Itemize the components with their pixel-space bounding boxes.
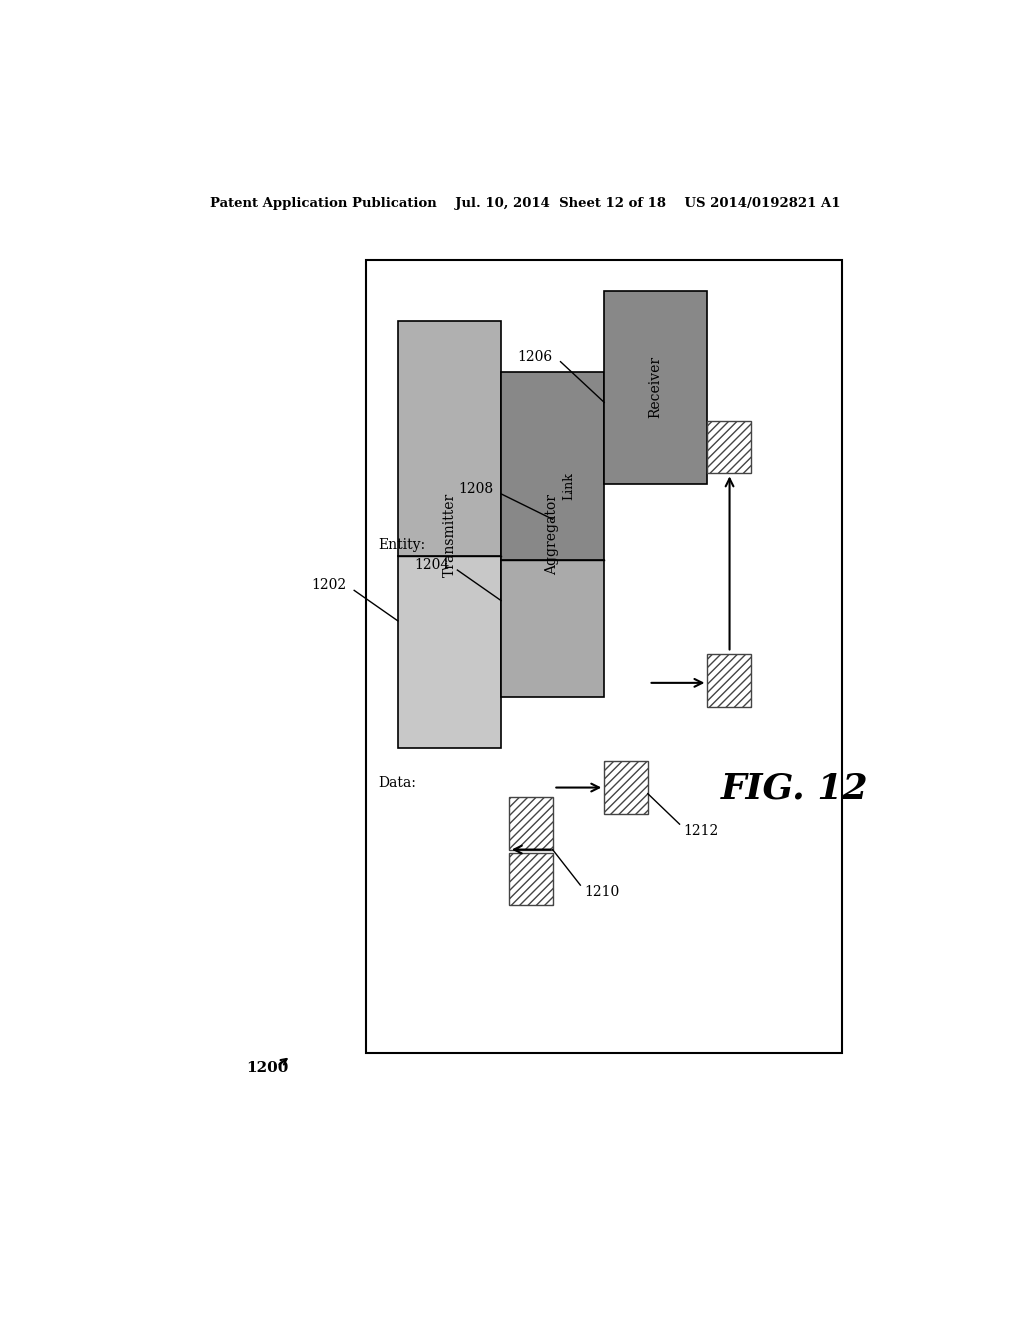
Bar xyxy=(509,853,553,906)
Bar xyxy=(708,421,751,474)
Text: Data:: Data: xyxy=(378,776,416,791)
Text: 1210: 1210 xyxy=(585,886,620,899)
Text: 1208: 1208 xyxy=(458,482,494,496)
Bar xyxy=(604,762,648,814)
Text: 1206: 1206 xyxy=(517,350,553,363)
Text: Aggregator: Aggregator xyxy=(546,494,559,576)
Text: FIG. 12: FIG. 12 xyxy=(721,772,868,805)
Bar xyxy=(501,561,604,697)
Text: 1200: 1200 xyxy=(246,1061,288,1074)
Bar xyxy=(553,422,585,549)
Bar xyxy=(509,797,553,850)
Text: Patent Application Publication    Jul. 10, 2014  Sheet 12 of 18    US 2014/01928: Patent Application Publication Jul. 10, … xyxy=(210,197,840,210)
Text: Transmitter: Transmitter xyxy=(442,492,457,577)
Bar xyxy=(397,556,501,748)
Text: 1204: 1204 xyxy=(414,558,450,572)
Bar xyxy=(397,321,501,556)
Text: Entity:: Entity: xyxy=(378,537,425,552)
Bar xyxy=(501,372,604,561)
Bar xyxy=(367,260,842,1053)
Bar xyxy=(708,655,751,708)
Polygon shape xyxy=(543,397,594,422)
Text: 1212: 1212 xyxy=(684,824,719,838)
Bar xyxy=(604,290,708,483)
Text: Receiver: Receiver xyxy=(649,356,663,418)
Text: 1202: 1202 xyxy=(311,578,346,593)
Text: Link: Link xyxy=(562,473,574,500)
